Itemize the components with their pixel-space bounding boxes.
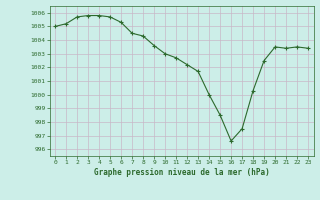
X-axis label: Graphe pression niveau de la mer (hPa): Graphe pression niveau de la mer (hPa) [94, 168, 269, 177]
